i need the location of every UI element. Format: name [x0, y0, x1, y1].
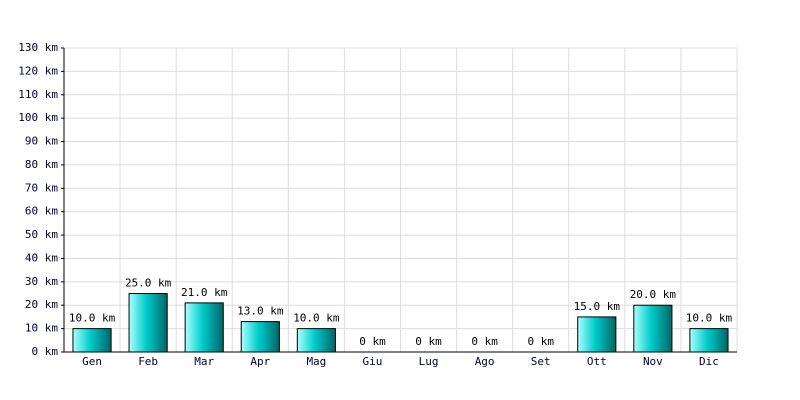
- bar: [184, 302, 224, 353]
- value-label: 15.0 km: [574, 300, 621, 313]
- x-tick-label: Mag: [306, 355, 326, 368]
- value-label: 25.0 km: [125, 277, 172, 290]
- x-tick-label: Mar: [194, 355, 214, 368]
- value-label: 0 km: [471, 335, 498, 348]
- y-tick-label: 120 km: [18, 64, 58, 77]
- value-label: 10.0 km: [686, 312, 733, 325]
- y-tick-label: 80 km: [25, 158, 58, 171]
- bar: [689, 328, 729, 353]
- bar: [128, 293, 168, 353]
- bar: [633, 304, 673, 353]
- bar: [72, 328, 112, 353]
- y-tick-label: 70 km: [25, 181, 58, 194]
- bar: [577, 316, 617, 353]
- y-tick-label: 60 km: [25, 205, 58, 218]
- y-tick-label: 100 km: [18, 111, 58, 124]
- value-label: 0 km: [359, 335, 386, 348]
- bar: [240, 321, 280, 353]
- x-tick-label: Dic: [699, 355, 719, 368]
- y-tick-label: 0 km: [32, 345, 59, 358]
- value-label: 0 km: [527, 335, 554, 348]
- x-tick-label: Feb: [138, 355, 158, 368]
- x-tick-label: Lug: [419, 355, 439, 368]
- x-tick-label: Set: [531, 355, 551, 368]
- value-label: 13.0 km: [237, 305, 284, 318]
- x-tick-label: Apr: [250, 355, 270, 368]
- y-tick-label: 110 km: [18, 88, 58, 101]
- bar: [296, 328, 336, 353]
- value-label: 0 km: [415, 335, 442, 348]
- x-tick-label: Ago: [475, 355, 495, 368]
- value-label: 20.0 km: [630, 288, 677, 301]
- y-tick-label: 130 km: [18, 41, 58, 54]
- y-tick-label: 10 km: [25, 322, 58, 335]
- value-label: 10.0 km: [293, 312, 340, 325]
- x-tick-label: Ott: [587, 355, 607, 368]
- y-tick-label: 20 km: [25, 298, 58, 311]
- y-tick-label: 50 km: [25, 228, 58, 241]
- y-tick-label: 40 km: [25, 251, 58, 264]
- y-tick-label: 90 km: [25, 135, 58, 148]
- y-tick-label: 30 km: [25, 275, 58, 288]
- value-label: 10.0 km: [69, 312, 116, 325]
- value-label: 21.0 km: [181, 286, 228, 299]
- x-tick-label: Giu: [363, 355, 383, 368]
- x-tick-label: Nov: [643, 355, 663, 368]
- x-tick-label: Gen: [82, 355, 102, 368]
